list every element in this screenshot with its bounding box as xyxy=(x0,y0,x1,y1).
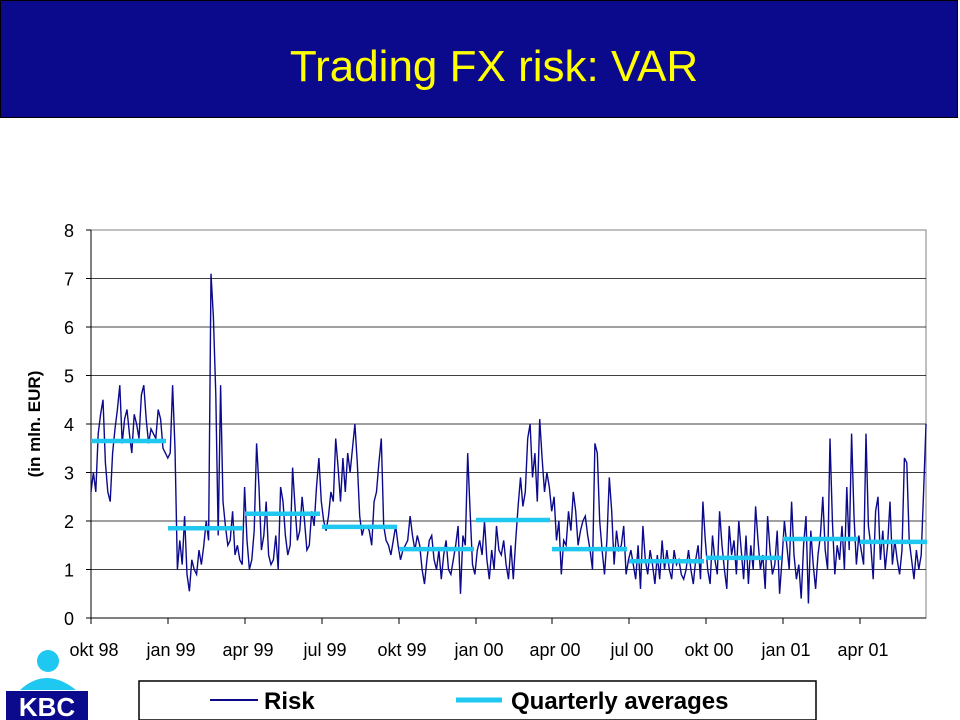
page-title: Trading FX risk: VAR xyxy=(289,42,699,91)
x-tick-label: okt 99 xyxy=(377,640,426,660)
x-tick-label: apr 00 xyxy=(529,640,580,660)
kbc-logo: KBC xyxy=(6,650,88,720)
quarterly-averages-series xyxy=(91,438,927,564)
risk-series-line xyxy=(90,273,927,604)
x-tick-label: jul 00 xyxy=(609,640,653,660)
x-tick-label: jan 99 xyxy=(145,640,195,660)
x-tick-label: okt 00 xyxy=(684,640,733,660)
logo-text: KBC xyxy=(19,692,76,720)
x-axis: okt 98 jan 99 apr 99 jul 99 okt 99 jan 00 apr … xyxy=(69,617,926,660)
legend: Risk Quarterly averages xyxy=(138,680,817,720)
x-tick-label: apr 99 xyxy=(222,640,273,660)
title-banner: Trading FX risk: VAR xyxy=(0,0,958,118)
logo-head xyxy=(37,650,59,672)
legend-risk-label: Risk xyxy=(264,688,315,715)
y-tick-label: 7 xyxy=(64,270,74,290)
x-tick-label: okt 98 xyxy=(69,640,118,660)
logo-plate xyxy=(6,691,88,720)
y-tick-label: 0 xyxy=(64,609,74,629)
x-tick-label: jul 99 xyxy=(302,640,346,660)
x-tick-label: jan 01 xyxy=(760,640,810,660)
y-axis: 0 1 2 3 4 5 6 7 8 xyxy=(64,221,92,629)
y-tick-label: 1 xyxy=(64,561,74,581)
y-tick-label: 5 xyxy=(64,367,74,387)
x-tick-label: jan 00 xyxy=(453,640,503,660)
y-tick-label: 8 xyxy=(64,221,74,241)
y-axis-label: (in mln. EUR) xyxy=(25,371,44,478)
legend-averages-label: Quarterly averages xyxy=(511,688,728,715)
logo-body xyxy=(20,678,76,690)
y-tick-label: 4 xyxy=(64,415,74,435)
y-tick-label: 3 xyxy=(64,464,74,484)
y-tick-label: 2 xyxy=(64,512,74,532)
y-tick-label: 6 xyxy=(64,318,74,338)
x-tick-label: apr 01 xyxy=(837,640,888,660)
